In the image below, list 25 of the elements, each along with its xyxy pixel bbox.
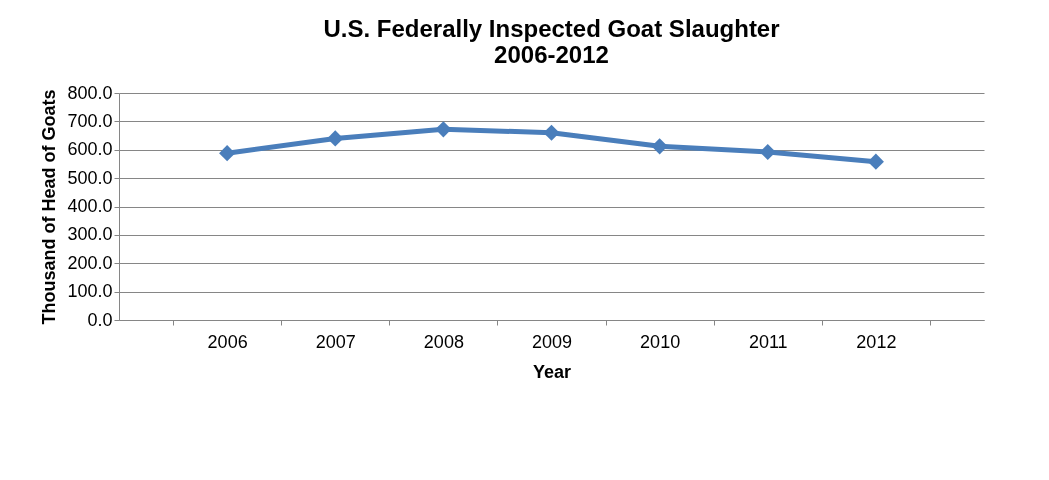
point (543, 124, 560, 141)
y-tick-label: 200.0 (67, 252, 113, 273)
y-tick-label: 100.0 (67, 281, 113, 302)
y-tick-label: 500.0 (67, 167, 113, 188)
point (219, 145, 236, 162)
y-tick-label: 600.0 (67, 139, 113, 160)
point (759, 143, 776, 161)
chart-title: U.S. Federally Inspected Goat Slaughter 2006-2012 (323, 15, 780, 68)
x-tick-label: 2012 (856, 331, 897, 352)
y-tick-label: 400.0 (67, 196, 113, 216)
y-tick-label: 800.0 (67, 82, 113, 103)
x-axis-title: Year (532, 361, 572, 382)
y-tick-label: 0.0 (87, 309, 113, 330)
point (327, 130, 344, 147)
x-tick-label: 2008 (423, 331, 464, 352)
x-tick-label: 2006 (207, 331, 248, 352)
x-tick-label: 2011 (748, 331, 788, 352)
x-tick-label: 2007 (315, 331, 356, 352)
y-tick-label: 700.0 (67, 110, 113, 131)
x-tick-label: 2010 (640, 331, 681, 352)
point (867, 153, 884, 170)
x-tick-label: 2009 (531, 331, 573, 352)
point (651, 138, 668, 155)
y-tick-label: 300.0 (67, 224, 113, 245)
y-axis-title: Thousand of Head of Goats (39, 89, 60, 325)
